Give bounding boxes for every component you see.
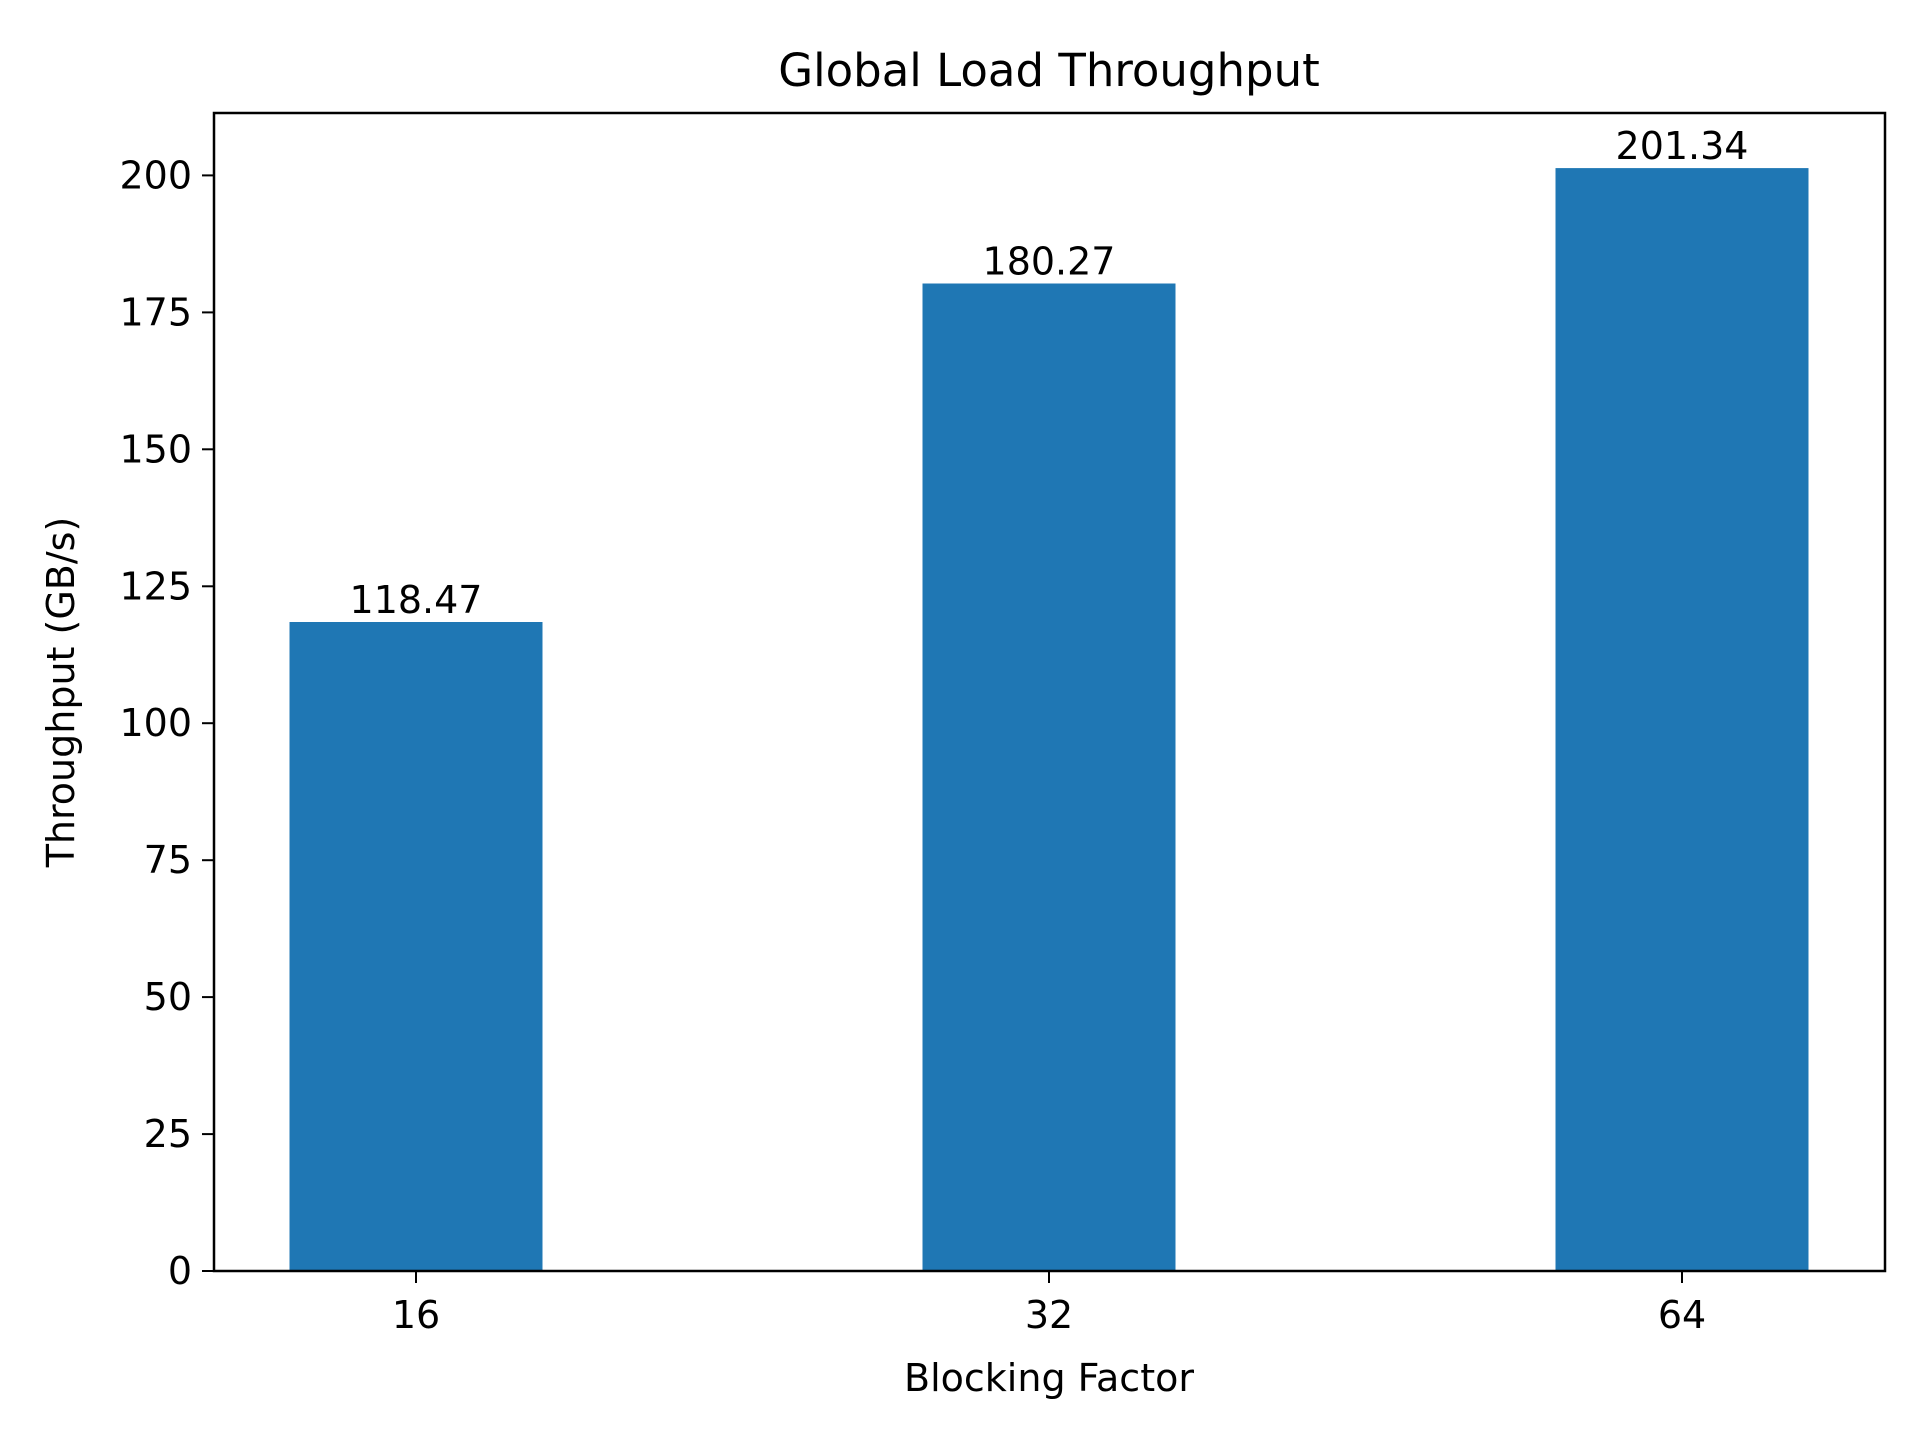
y-tick-label-0: 0 xyxy=(168,1249,192,1293)
y-tick-label-150: 150 xyxy=(119,427,192,471)
bar-32 xyxy=(922,283,1176,1271)
x-axis-label: Blocking Factor xyxy=(904,1356,1194,1400)
y-axis-label: Throughput (GB/s) xyxy=(39,517,83,869)
y-tick-label-75: 75 xyxy=(144,838,192,882)
y-tick-label-200: 200 xyxy=(119,153,192,197)
y-tick-label-100: 100 xyxy=(119,701,192,745)
bar-16 xyxy=(289,622,543,1271)
bar-value-label-64: 201.34 xyxy=(1616,124,1749,168)
value-labels-layer: 118.47 180.27 201.34 xyxy=(350,124,1749,622)
x-tick-label-32: 32 xyxy=(1025,1293,1073,1337)
x-axis: 16 32 64 xyxy=(392,1271,1706,1337)
plot-area-frame xyxy=(212,111,1887,1273)
bar-value-label-16: 118.47 xyxy=(350,578,483,622)
y-tick-label-125: 125 xyxy=(119,564,192,608)
x-tick-label-64: 64 xyxy=(1658,1293,1706,1337)
x-tick-label-16: 16 xyxy=(392,1293,440,1337)
y-tick-label-25: 25 xyxy=(144,1112,192,1156)
y-tick-label-50: 50 xyxy=(144,975,192,1019)
chart-title: Global Load Throughput xyxy=(778,44,1320,97)
bar-64 xyxy=(1555,168,1809,1272)
bar-value-label-32: 180.27 xyxy=(983,240,1116,284)
bars-layer xyxy=(289,168,1809,1272)
y-tick-label-175: 175 xyxy=(119,290,192,334)
y-axis: 0 25 50 75 100 125 150 175 200 xyxy=(119,153,214,1293)
